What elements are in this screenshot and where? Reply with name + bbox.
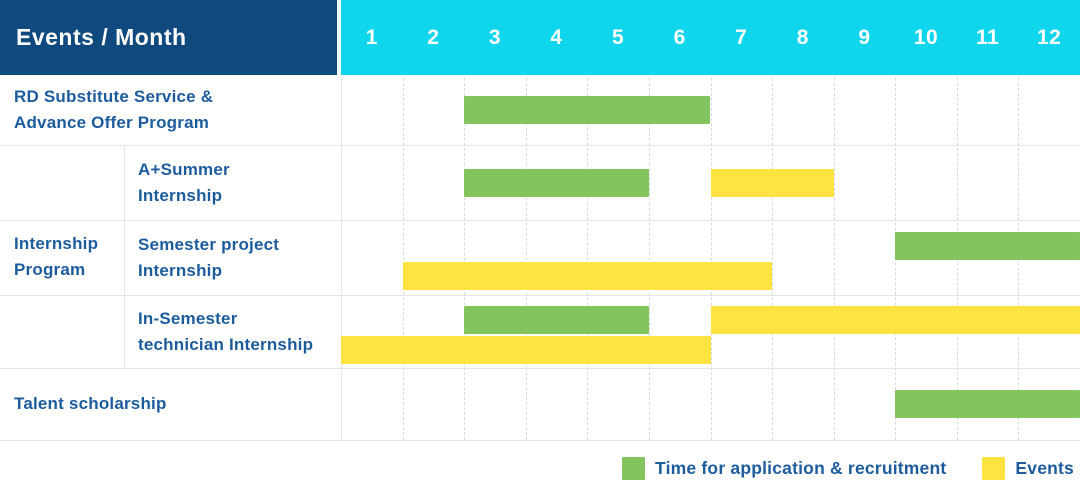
row-label-in-semester-technician-internship: In-Semester technician Internship (138, 308, 314, 354)
month-header-row: 1 2 3 4 5 6 7 8 9 10 11 12 (341, 0, 1080, 75)
gantt-bar-application (464, 96, 711, 124)
month-header-2: 2 (427, 25, 440, 49)
events-month-header-label: Events / Month (16, 24, 187, 50)
month-gridline (648, 78, 650, 440)
events-month-header-cell: Events / Month (0, 0, 337, 75)
chart-area-divider (341, 78, 342, 440)
row-divider (0, 295, 1080, 296)
month-gridline (464, 78, 466, 440)
month-gridline (587, 78, 589, 440)
group-label-internship-program: Internship Program (14, 233, 99, 279)
month-header-10: 10 (913, 25, 939, 49)
month-gridline (710, 78, 712, 440)
row-divider (0, 220, 1080, 221)
month-header-12: 12 (1036, 25, 1062, 49)
month-gridline (402, 78, 404, 440)
gantt-bar-application (464, 305, 649, 334)
month-gridline (772, 78, 774, 440)
month-header-11: 11 (975, 25, 1000, 49)
label-column-divider (124, 145, 125, 368)
month-header-1: 1 (365, 25, 378, 49)
month-header-7: 7 (735, 25, 748, 49)
legend: Time for application & recruitment Event… (596, 452, 1074, 484)
gantt-bar-event (402, 261, 773, 290)
gantt-bar-application (895, 231, 1080, 260)
gantt-bar-application (464, 168, 649, 197)
row-label-talent-scholarship: Talent scholarship (14, 394, 167, 413)
gantt-bar-application (895, 390, 1080, 418)
month-header-6: 6 (673, 25, 686, 49)
row-label-a-plus-summer-internship: A+Summer Internship (138, 159, 230, 205)
gantt-bar-event (341, 335, 711, 364)
month-header-3: 3 (488, 25, 502, 49)
legend-swatch-application (622, 456, 646, 480)
month-header-9: 9 (858, 25, 871, 49)
row-label-semester-project-internship: Semester project Internship (138, 234, 280, 280)
legend-swatch-events (982, 456, 1006, 480)
table-bottom-border (0, 440, 1080, 441)
month-gridline (833, 78, 835, 440)
gantt-bar-event (710, 168, 834, 197)
legend-label-application: Time for application & recruitment (655, 457, 947, 478)
month-header-8: 8 (796, 25, 809, 49)
row-divider (0, 145, 1080, 146)
month-gridline (525, 78, 527, 440)
month-header-5: 5 (612, 25, 625, 49)
gantt-bar-event (710, 305, 1080, 334)
row-divider (0, 368, 1080, 369)
row-label-rd-substitute-service: RD Substitute Service & Advance Offer Pr… (14, 87, 214, 132)
month-header-4: 4 (550, 25, 563, 49)
legend-label-events: Events (1015, 457, 1074, 478)
